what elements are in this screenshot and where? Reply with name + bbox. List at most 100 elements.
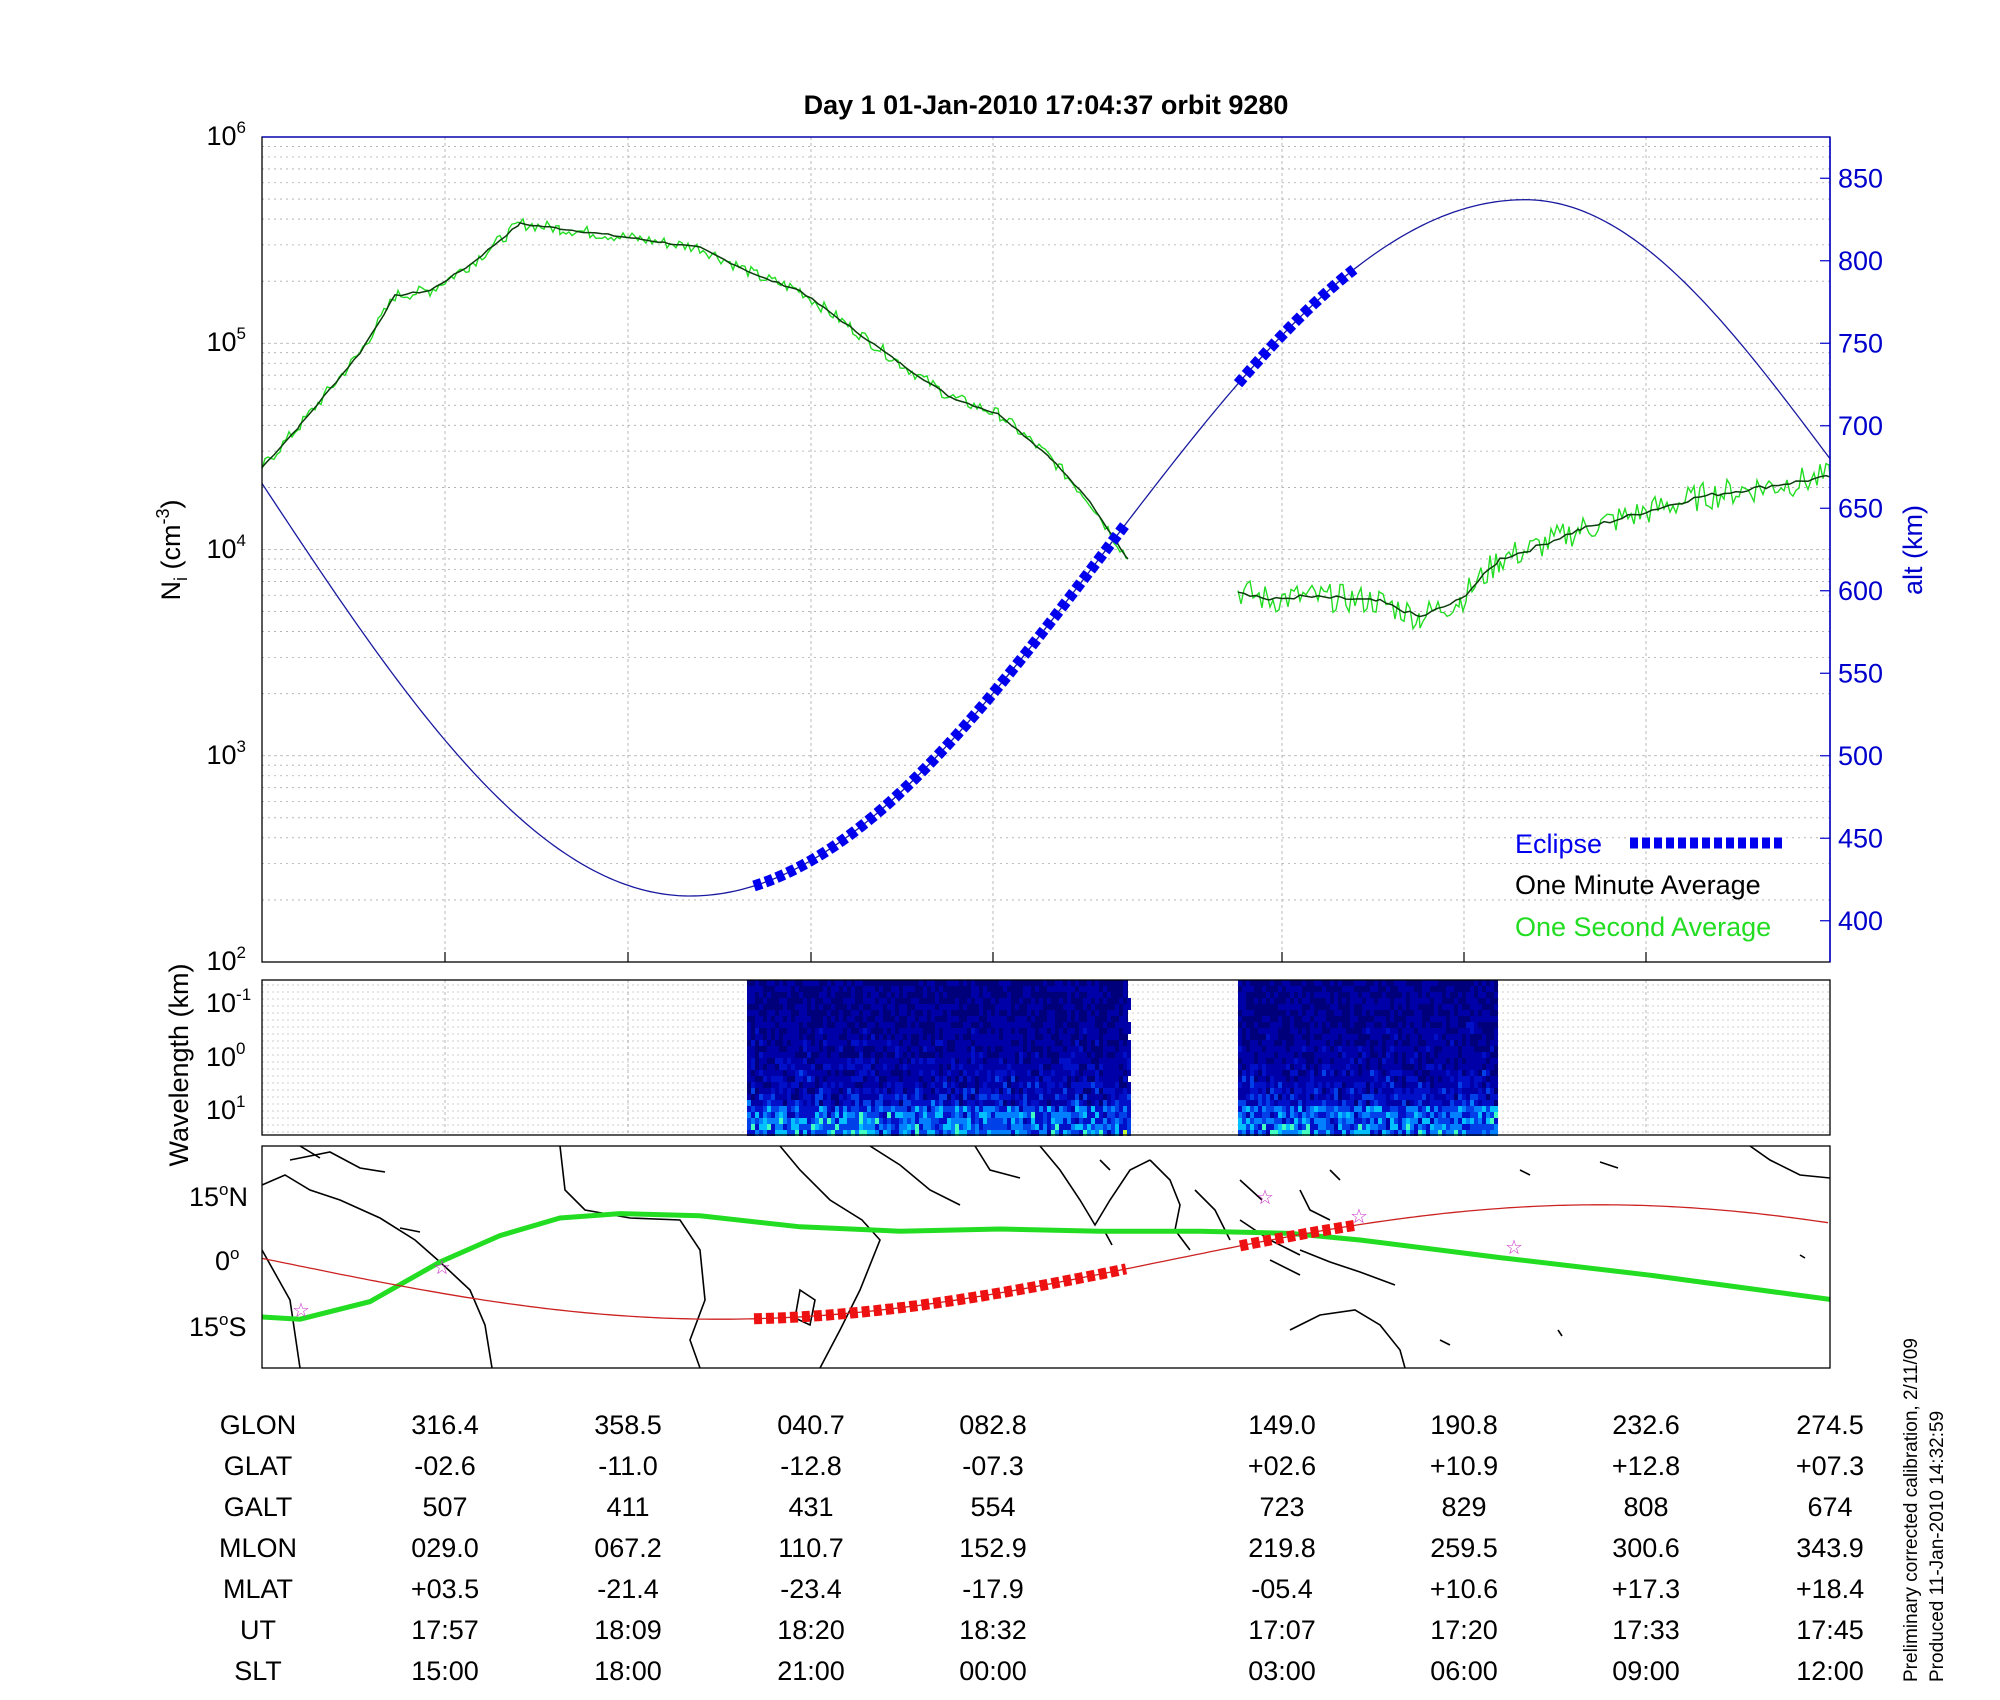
spectrogram-cell	[931, 1130, 935, 1136]
spectrogram-cell	[795, 1130, 799, 1136]
spectrogram-cell	[1286, 1064, 1290, 1070]
spectrogram-cell	[959, 1088, 963, 1094]
spectrogram-cell	[819, 1124, 823, 1130]
spectrogram-cell	[1402, 1034, 1406, 1040]
spectrogram-cell	[751, 992, 755, 998]
spectrogram-cell	[1342, 1112, 1346, 1118]
spectrogram-cell	[1358, 1094, 1362, 1100]
spectrogram-cell	[1047, 986, 1051, 992]
spectrogram-cell	[999, 1124, 1003, 1130]
spectrogram-cell	[807, 1106, 811, 1112]
spectrogram-cell	[783, 1004, 787, 1010]
spectrogram-cell	[755, 1118, 759, 1124]
spectrogram-cell	[1087, 986, 1091, 992]
spectrogram-cell	[1095, 1040, 1099, 1046]
spectrogram-cell	[1043, 1052, 1047, 1058]
spectrogram-cell	[803, 1022, 807, 1028]
spectrogram-cell	[1111, 1028, 1115, 1034]
ephemeris-cell: 21:00	[777, 1656, 845, 1686]
spectrogram-cell	[1494, 1028, 1498, 1034]
spectrogram-cell	[1434, 1082, 1438, 1088]
spectrogram-cell	[907, 1052, 911, 1058]
spectrogram-cell	[1278, 1112, 1282, 1118]
spectrogram-cell	[1067, 1130, 1071, 1136]
spectrogram-cell	[931, 1004, 935, 1010]
spectrogram-cell	[1015, 1064, 1019, 1070]
spectrogram-cell	[899, 1124, 903, 1130]
spectrogram-cell	[1462, 1112, 1466, 1118]
spectrogram-cell	[903, 1028, 907, 1034]
spectrogram-cell	[1302, 1064, 1306, 1070]
ephemeris-cell: -23.4	[780, 1574, 842, 1604]
spectrogram-cell	[915, 1052, 919, 1058]
spectrogram-cell	[1027, 1040, 1031, 1046]
spectrogram-cell	[963, 1064, 967, 1070]
spectrogram-cell	[1071, 1124, 1075, 1130]
spectrogram-cell	[1370, 1112, 1374, 1118]
spectrogram-cell	[851, 1034, 855, 1040]
spectrogram-cell	[1410, 1106, 1414, 1112]
spectrogram-cell	[1063, 1100, 1067, 1106]
spectrogram-cell	[1051, 1094, 1055, 1100]
spectrogram-cell	[903, 1118, 907, 1124]
spectrogram-cell	[1274, 1028, 1278, 1034]
spectrogram-cell	[1334, 1004, 1338, 1010]
spectrogram-cell	[1490, 1058, 1494, 1064]
spectrogram-cell	[1095, 980, 1099, 986]
spectrogram-cell	[847, 1034, 851, 1040]
spectrogram-cell	[1099, 1094, 1103, 1100]
spectrogram-cell	[839, 1076, 843, 1082]
spectrogram-cell	[1322, 986, 1326, 992]
spectrogram-cell	[1454, 1082, 1458, 1088]
spectrogram-cell	[1266, 1100, 1270, 1106]
spectrogram-cell	[1350, 992, 1354, 998]
spectrogram-cell	[1246, 1064, 1250, 1070]
spectrogram-cell	[1450, 1052, 1454, 1058]
altitude-tick-label: 600	[1838, 576, 1883, 606]
spectrogram-cell	[1366, 1112, 1370, 1118]
spectrogram-cell	[1438, 1100, 1442, 1106]
spectrogram-cell	[951, 1112, 955, 1118]
spectrogram-cell	[775, 1100, 779, 1106]
spectrogram-cell	[1091, 1100, 1095, 1106]
spectrogram-cell	[975, 1118, 979, 1124]
spectrogram-cell	[1398, 1076, 1402, 1082]
spectrogram-cell	[1490, 1094, 1494, 1100]
spectrogram-cell	[987, 1058, 991, 1064]
spectrogram-cell	[1422, 1118, 1426, 1124]
spectrogram-cell	[855, 1094, 859, 1100]
spectrogram-cell	[1398, 1094, 1402, 1100]
spectrogram-cell	[1007, 980, 1011, 986]
spectrogram-cell	[1047, 1016, 1051, 1022]
spectrogram-cell	[763, 1100, 767, 1106]
spectrogram-cell	[927, 1082, 931, 1088]
spectrogram-cell	[1254, 1046, 1258, 1052]
spectrogram-cell	[1039, 1070, 1043, 1076]
spectrogram-cell	[859, 1064, 863, 1070]
spectrogram-cell	[931, 1112, 935, 1118]
spectrogram-cell	[1458, 1040, 1462, 1046]
spectrogram-cell	[1103, 1076, 1107, 1082]
spectrogram-cell	[1023, 1088, 1027, 1094]
spectrogram-cell	[1438, 1040, 1442, 1046]
spectrogram-cell	[887, 1034, 891, 1040]
spectrogram-cell	[1370, 1028, 1374, 1034]
spectrogram-cell	[1047, 1040, 1051, 1046]
spectrogram-cell	[1111, 1010, 1115, 1016]
spectrogram-cell	[1426, 1130, 1430, 1136]
spectrogram-cell	[1019, 1094, 1023, 1100]
spectrogram-cell	[923, 1112, 927, 1118]
track-eclipse-segment-b	[1238, 1220, 1355, 1252]
spectrogram-cell	[1063, 1106, 1067, 1112]
spectrogram-cell	[935, 1076, 939, 1082]
legend-one-minute-label: One Minute Average	[1515, 870, 1761, 900]
spectrogram-cell	[767, 1106, 771, 1112]
spectrogram-cell	[1422, 1034, 1426, 1040]
spectrogram-cell	[1378, 1052, 1382, 1058]
spectrogram-cell	[1302, 1100, 1306, 1106]
spectrogram-cell	[831, 1058, 835, 1064]
wavelength-axis-label: Wavelength (km)	[164, 963, 194, 1166]
spectrogram-cell	[895, 1094, 899, 1100]
spectrogram-cell	[1478, 1112, 1482, 1118]
ephemeris-cell: 431	[788, 1492, 833, 1522]
